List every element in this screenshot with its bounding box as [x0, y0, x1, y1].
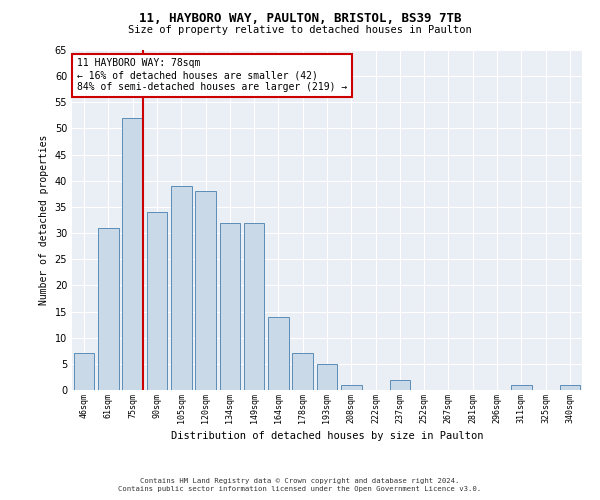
- Bar: [146, 212, 167, 390]
- Text: 11, HAYBORO WAY, PAULTON, BRISTOL, BS39 7TB: 11, HAYBORO WAY, PAULTON, BRISTOL, BS39 …: [139, 12, 461, 26]
- Text: Contains HM Land Registry data © Crown copyright and database right 2024.
Contai: Contains HM Land Registry data © Crown c…: [118, 478, 482, 492]
- Bar: [171, 186, 191, 390]
- Bar: [511, 385, 532, 390]
- Bar: [98, 228, 119, 390]
- Bar: [341, 385, 362, 390]
- Bar: [74, 354, 94, 390]
- Bar: [389, 380, 410, 390]
- Bar: [220, 222, 240, 390]
- Bar: [244, 222, 265, 390]
- Bar: [122, 118, 143, 390]
- Bar: [317, 364, 337, 390]
- Bar: [292, 354, 313, 390]
- Text: 11 HAYBORO WAY: 78sqm
← 16% of detached houses are smaller (42)
84% of semi-deta: 11 HAYBORO WAY: 78sqm ← 16% of detached …: [77, 58, 347, 92]
- Bar: [560, 385, 580, 390]
- X-axis label: Distribution of detached houses by size in Paulton: Distribution of detached houses by size …: [171, 431, 483, 441]
- Text: Size of property relative to detached houses in Paulton: Size of property relative to detached ho…: [128, 25, 472, 35]
- Bar: [268, 317, 289, 390]
- Bar: [195, 191, 216, 390]
- Y-axis label: Number of detached properties: Number of detached properties: [39, 135, 49, 305]
